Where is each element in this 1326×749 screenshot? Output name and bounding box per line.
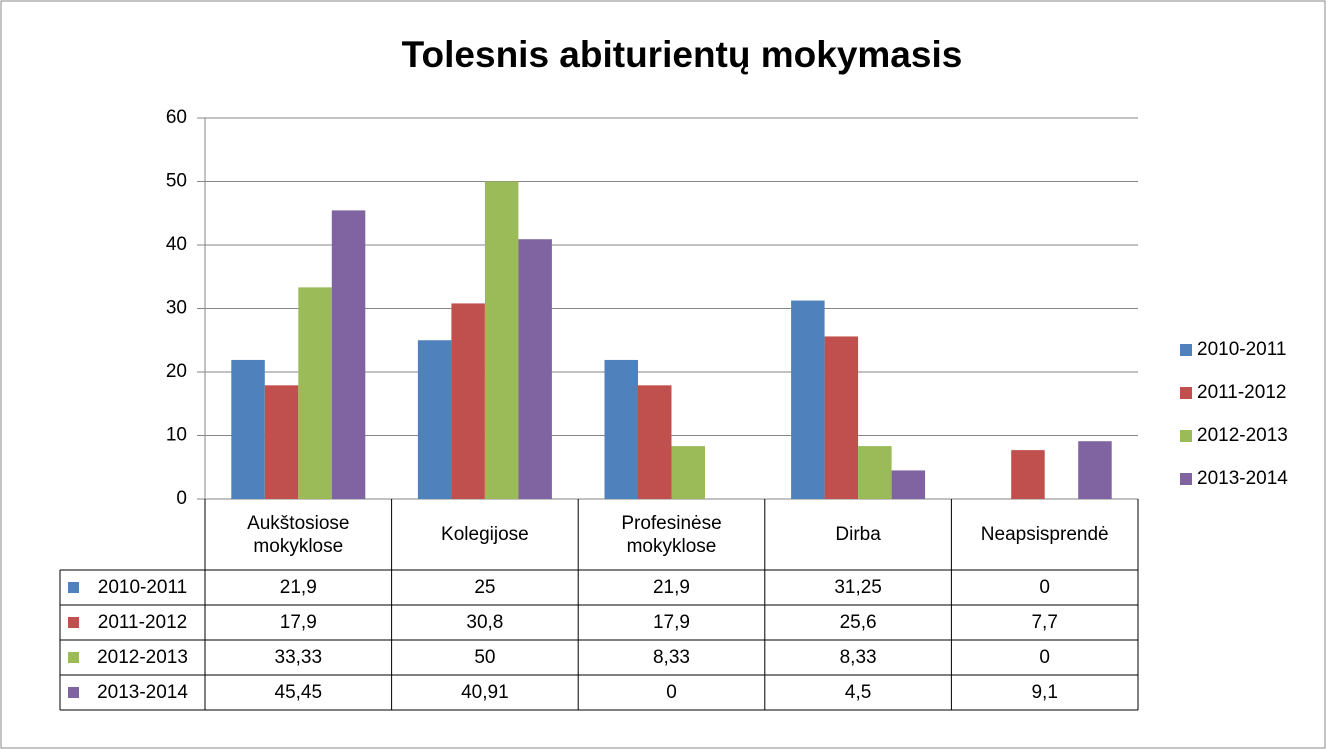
- table-value: 4,5: [844, 682, 872, 703]
- bar: [484, 181, 519, 499]
- table-series-name: 2011-2012: [97, 612, 188, 633]
- table-series-name: 2013-2014: [97, 682, 188, 703]
- bar: [298, 287, 332, 499]
- x-tick-label: Dirba: [835, 524, 881, 545]
- x-tick-label: Kolegijose: [441, 524, 529, 545]
- bar: [231, 359, 265, 499]
- bar: [824, 336, 859, 499]
- table-value: 0: [1039, 647, 1050, 668]
- y-tick-label: 30: [166, 298, 187, 319]
- legend-label: 2010-2011: [1197, 339, 1286, 360]
- y-tick-label: 20: [166, 361, 187, 382]
- table-value: 21,9: [279, 577, 317, 598]
- table-value: 40,91: [461, 682, 509, 703]
- x-tick-label: Aukštosiose mokyklose: [247, 512, 350, 557]
- y-tick-label: 40: [166, 234, 187, 255]
- table-value: 30,8: [466, 612, 504, 633]
- table-legend-swatch: [68, 617, 79, 628]
- y-tick-label: 50: [166, 171, 187, 192]
- table-value: 7,7: [1031, 612, 1058, 633]
- legend-swatch: [1180, 473, 1192, 485]
- bar: [858, 446, 892, 499]
- bar: [264, 385, 299, 499]
- bar: [791, 300, 825, 499]
- legend-label: 2011-2012: [1197, 382, 1286, 403]
- legend-swatch: [1180, 387, 1192, 399]
- legend-swatch: [1180, 430, 1192, 442]
- table-series-name: 2012-2013: [97, 647, 188, 668]
- table-legend-swatch: [68, 652, 79, 663]
- table-value: 33,33: [274, 647, 323, 668]
- y-tick-label: 0: [176, 488, 187, 509]
- table-value: 25: [474, 577, 496, 598]
- table-value: 8,33: [839, 647, 877, 668]
- bar: [1011, 450, 1045, 499]
- table-value: 25,6: [839, 612, 877, 633]
- bar: [671, 446, 705, 499]
- y-tick-label: 60: [166, 107, 187, 128]
- table-value: 45,45: [274, 682, 323, 703]
- table-value: 17,9: [279, 612, 317, 633]
- chart-title: Tolesnis abiturientų mokymasis: [402, 34, 963, 75]
- legend-swatch: [1180, 344, 1192, 356]
- legend-label: 2013-2014: [1197, 468, 1288, 489]
- bar: [1078, 441, 1112, 499]
- bar: [518, 239, 552, 499]
- table-value: 31,25: [834, 577, 882, 598]
- bar: [451, 303, 485, 499]
- table-value: 17,9: [652, 612, 690, 633]
- table-legend-swatch: [68, 582, 79, 593]
- table-series-name: 2010-2011: [97, 577, 188, 598]
- bar: [638, 385, 672, 499]
- table-value: 50: [474, 647, 496, 668]
- bar: [417, 340, 452, 499]
- table-value: 21,9: [652, 577, 690, 598]
- x-tick-label: Neapsisprendė: [980, 524, 1109, 545]
- table-legend-swatch: [68, 687, 79, 698]
- table-value: 0: [1039, 577, 1050, 598]
- y-tick-label: 10: [166, 425, 187, 446]
- bar: [331, 210, 366, 499]
- legend-label: 2012-2013: [1197, 425, 1288, 446]
- x-tick-label: Profesinėse mokyklose: [621, 512, 722, 557]
- bar: [604, 359, 638, 499]
- table-value: 9,1: [1031, 682, 1058, 703]
- table-value: 8,33: [652, 647, 690, 668]
- bar: [891, 470, 926, 499]
- table-value: 0: [666, 682, 677, 703]
